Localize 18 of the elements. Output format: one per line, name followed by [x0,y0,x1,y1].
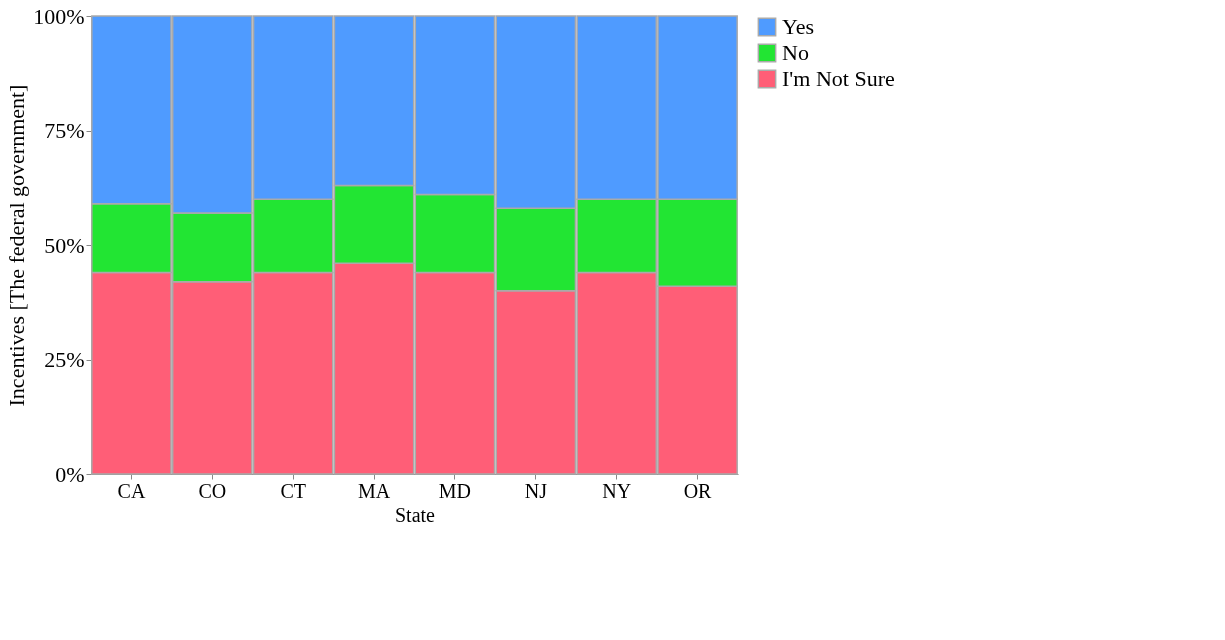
y-tick-label: 0% [55,461,85,487]
x-tick-label: CO [198,479,227,502]
x-tick-label: MD [438,479,472,502]
legend-label: I'm Not Sure [782,66,895,91]
y-tick-label: 50% [44,232,85,258]
y-tick-label: 75% [44,118,85,143]
x-tick-label: NY [602,479,632,502]
y-tick-label: 100% [33,3,85,29]
x-tick-label: CA [117,479,146,502]
y-axis-title: Incentives [The federal government] [4,84,30,407]
x-axis-title: State [395,503,436,526]
legend-label: Yes [782,14,815,39]
x-tick-label: NJ [524,479,548,502]
legend-label: No [782,40,809,65]
x-tick-label: OR [683,479,713,502]
x-tick-label: MA [357,479,391,502]
x-tick-label: CT [280,479,306,502]
y-tick-label: 25% [44,347,85,372]
